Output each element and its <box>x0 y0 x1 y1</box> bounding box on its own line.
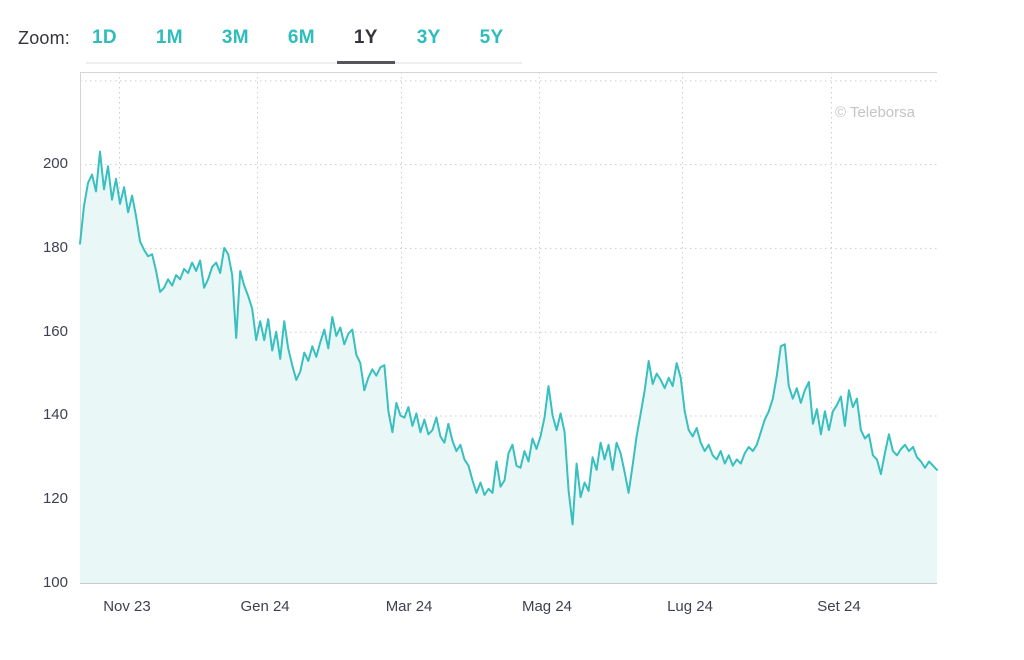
zoom-active-underline <box>337 61 395 64</box>
y-axis-tick-100: 100 <box>42 574 68 591</box>
zoom-button-1y[interactable]: 1Y <box>353 27 378 48</box>
series-area-fill <box>80 151 937 583</box>
zoom-track-line <box>86 62 522 64</box>
zoom-button-3m[interactable]: 3M <box>221 27 249 48</box>
x-axis-tick-5: Set 24 <box>817 598 861 615</box>
y-axis-tick-200: 200 <box>42 155 68 173</box>
y-axis-tick-160: 160 <box>42 322 68 340</box>
zoom-button-1m[interactable]: 1M <box>155 27 183 48</box>
y-axis-tick-120: 120 <box>42 490 68 508</box>
y-axis-tick-180: 180 <box>42 238 68 256</box>
watermark: © Teleborsa <box>835 104 915 121</box>
x-axis-tick-4: Lug 24 <box>667 598 713 615</box>
zoom-button-1d[interactable]: 1D <box>92 27 117 48</box>
zoom-buttons: 1D 1M 3M 6M 1Y 3Y 5Y <box>92 27 503 49</box>
zoom-button-5y[interactable]: 5Y <box>479 27 504 48</box>
zoom-label: Zoom: <box>18 27 71 48</box>
zoom-button-6m[interactable]: 6M <box>287 27 315 48</box>
zoom-button-3y[interactable]: 3Y <box>416 27 441 48</box>
x-axis-tick-3: Mag 24 <box>521 598 573 615</box>
zoom-toolbar: Zoom: 1D 1M 3M 6M 1Y 3Y 5Y <box>18 22 503 54</box>
x-axis-tick-0: Nov 23 <box>103 598 151 615</box>
x-axis-tick-1: Gen 24 <box>240 598 290 615</box>
series-line <box>79 150 938 526</box>
x-axis-tick-2: Mar 24 <box>385 598 433 615</box>
y-axis-tick-140: 140 <box>42 406 68 424</box>
